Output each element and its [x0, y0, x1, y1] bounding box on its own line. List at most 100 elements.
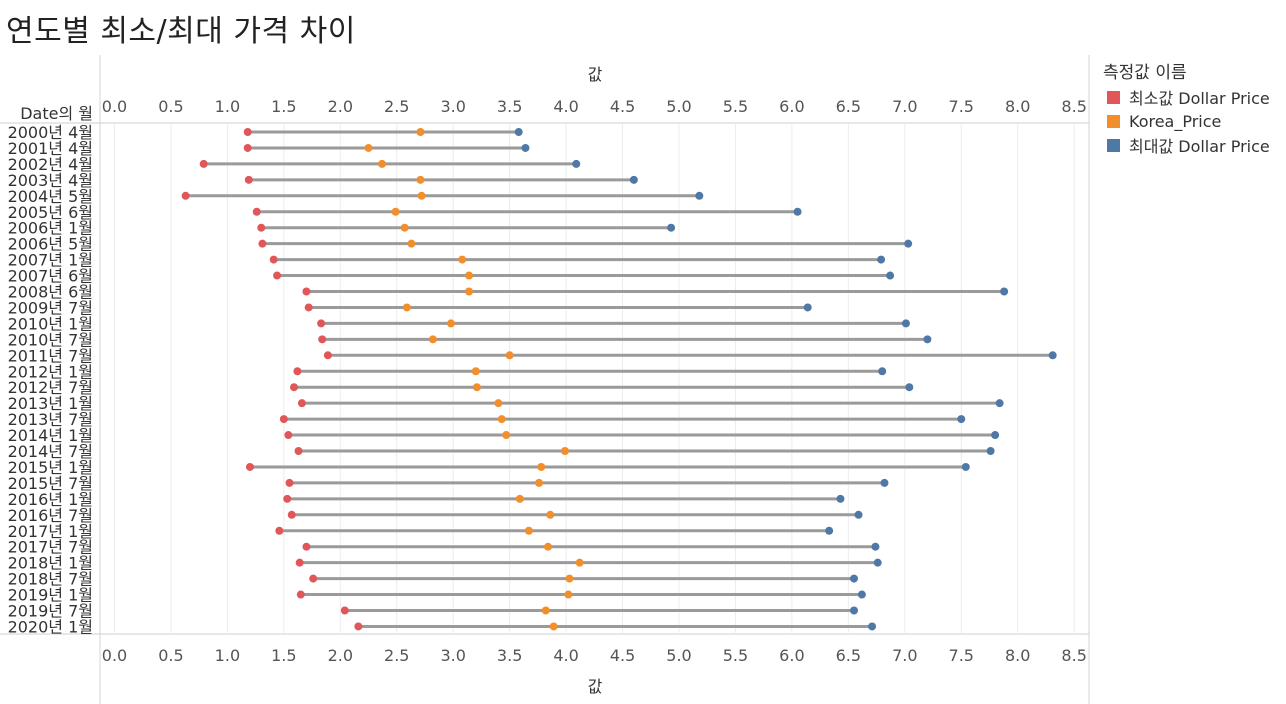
legend-swatch-max [1107, 138, 1120, 152]
max-point [961, 462, 970, 471]
korea-point [575, 558, 584, 567]
korea-point [546, 510, 555, 519]
min-point [340, 606, 349, 615]
legend-item-max[interactable]: 최대값 Dollar Price [1103, 133, 1270, 157]
x-tick-label-bottom: 3.5 [497, 646, 522, 665]
min-point [275, 526, 284, 535]
min-point [283, 494, 292, 503]
min-point [245, 462, 254, 471]
x-tick-label-bottom: 5.5 [723, 646, 748, 665]
korea-point [544, 542, 553, 551]
row-label: 2001년 4월 [8, 139, 93, 158]
row-label: 2007년 6월 [8, 267, 93, 286]
row-label: 2012년 1월 [8, 362, 93, 381]
x-tick-label-top: 5.0 [666, 97, 691, 116]
min-point [317, 319, 326, 328]
max-point [871, 542, 880, 551]
min-point [294, 447, 303, 455]
max-point [667, 223, 676, 232]
x-tick-label-bottom: 6.0 [779, 646, 804, 665]
x-tick-label-bottom: 4.0 [553, 646, 578, 665]
min-point [285, 478, 294, 487]
x-tick-label-bottom: 0.5 [158, 646, 183, 665]
korea-point [416, 128, 425, 136]
row-label: 2006년 5월 [8, 235, 93, 254]
max-point [878, 367, 887, 376]
x-tick-label-top: 2.5 [384, 97, 409, 116]
min-point [302, 287, 311, 296]
korea-point [549, 622, 558, 631]
korea-point [471, 367, 480, 376]
korea-point [564, 590, 573, 599]
max-point [629, 175, 638, 184]
korea-point [497, 415, 506, 424]
legend-label-min: 최소값 Dollar Price [1129, 89, 1270, 108]
row-label: 2011년 7월 [8, 346, 93, 365]
row-label: 2019년 7월 [8, 602, 93, 621]
x-tick-label-top: 2.0 [328, 97, 353, 116]
row-label: 2000년 4월 [8, 123, 93, 142]
max-point [849, 606, 858, 615]
x-tick-label-bottom: 8.5 [1061, 646, 1086, 665]
legend-item-korea[interactable]: Korea_Price [1103, 109, 1270, 133]
min-point [284, 431, 293, 440]
korea-point [537, 462, 546, 471]
korea-point [400, 223, 409, 232]
row-label: 2008년 6월 [8, 283, 93, 302]
min-point [296, 590, 305, 599]
korea-point [524, 526, 533, 535]
row-label: 2017년 7월 [8, 538, 93, 557]
row-label: 2020년 1월 [8, 617, 93, 636]
min-point [243, 128, 252, 136]
max-point [957, 415, 966, 424]
x-tick-label-top: 7.0 [892, 97, 917, 116]
max-point [854, 510, 863, 519]
max-point [695, 191, 704, 200]
row-label: 2013년 1월 [8, 394, 93, 413]
max-point [991, 431, 1000, 440]
min-point [244, 175, 253, 184]
max-point [803, 303, 812, 312]
legend: 측정값 이름 최소값 Dollar Price Korea_Price 최대값 … [1103, 58, 1270, 157]
min-point [295, 558, 304, 567]
korea-point [465, 287, 474, 296]
chart-title: 연도별 최소/최대 가격 차이 [6, 14, 356, 49]
row-label: 2013년 7월 [8, 410, 93, 429]
legend-item-min[interactable]: 최소값 Dollar Price [1103, 85, 1270, 109]
row-label: 2007년 1월 [8, 251, 93, 270]
row-label: 2014년 7월 [8, 442, 93, 461]
x-tick-label-top: 5.5 [723, 97, 748, 116]
korea-point [458, 255, 467, 264]
row-label: 2019년 1월 [8, 586, 93, 605]
max-point [873, 558, 882, 567]
max-point [995, 399, 1004, 408]
min-point [318, 335, 327, 344]
korea-point [407, 239, 416, 248]
x-axis-title-bottom: 값 [588, 677, 603, 696]
row-label: 2004년 5월 [8, 187, 93, 206]
row-label: 2010년 7월 [8, 330, 93, 349]
legend-swatch-min [1107, 90, 1120, 104]
row-label: 2018년 1월 [8, 554, 93, 573]
korea-point [541, 606, 550, 615]
row-label: 2002년 4월 [8, 155, 93, 174]
max-point [923, 335, 932, 344]
row-label: 2009년 7월 [8, 298, 93, 317]
row-header-label: Date의 월 [20, 104, 93, 123]
x-tick-label-bottom: 2.0 [328, 646, 353, 665]
x-tick-label-bottom: 6.5 [836, 646, 861, 665]
korea-point [494, 399, 503, 408]
x-tick-label-bottom: 7.0 [892, 646, 917, 665]
max-point [986, 447, 995, 455]
max-point [877, 255, 886, 264]
x-tick-label-bottom: 0.0 [102, 646, 127, 665]
min-point [258, 239, 267, 248]
max-point [905, 383, 914, 392]
row-label: 2016년 7월 [8, 506, 93, 525]
min-point [323, 351, 332, 360]
max-point [880, 478, 889, 487]
legend-label-max: 최대값 Dollar Price [1129, 137, 1270, 156]
min-point [257, 223, 266, 232]
max-point [521, 143, 530, 152]
max-point [1048, 351, 1057, 360]
